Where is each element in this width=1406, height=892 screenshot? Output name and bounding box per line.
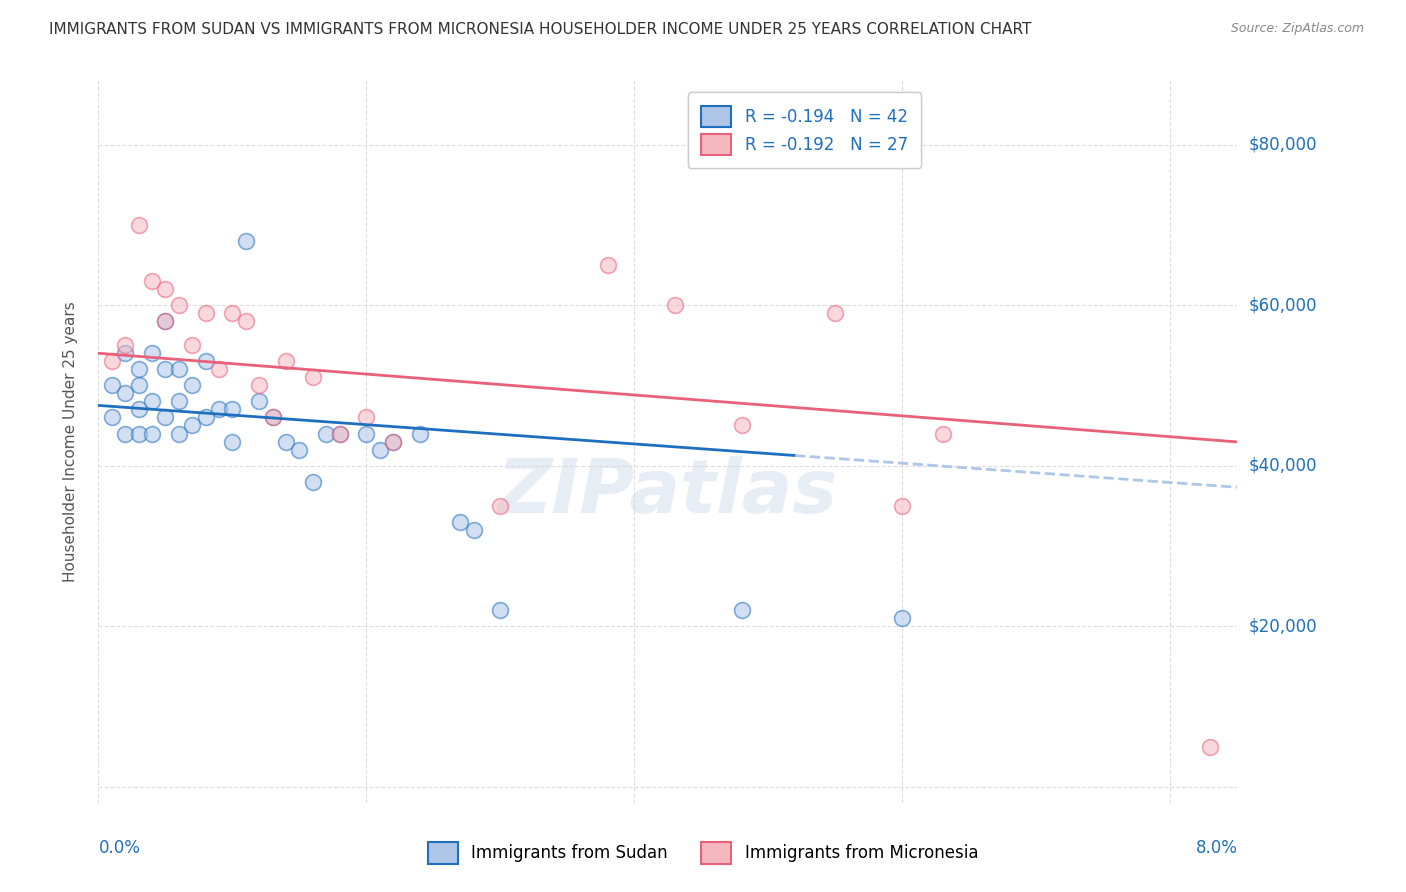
Point <box>114 338 136 352</box>
Point <box>356 410 378 425</box>
Point <box>155 410 177 425</box>
Point <box>101 354 124 368</box>
Legend: R = -0.194   N = 42, R = -0.192   N = 27: R = -0.194 N = 42, R = -0.192 N = 27 <box>688 92 921 169</box>
Point <box>235 234 257 248</box>
Point <box>114 386 136 401</box>
Point <box>247 378 270 392</box>
Point <box>301 370 323 384</box>
Point <box>181 338 204 352</box>
Point <box>891 611 914 625</box>
Y-axis label: Householder Income Under 25 years: Householder Income Under 25 years <box>63 301 77 582</box>
Text: Source: ZipAtlas.com: Source: ZipAtlas.com <box>1230 22 1364 36</box>
Point <box>247 394 270 409</box>
Point <box>329 426 352 441</box>
Point <box>194 354 217 368</box>
Point <box>101 378 124 392</box>
Point <box>262 410 284 425</box>
Point <box>449 515 471 529</box>
Text: 8.0%: 8.0% <box>1195 838 1237 857</box>
Point <box>155 314 177 328</box>
Point <box>368 442 391 457</box>
Point <box>141 394 163 409</box>
Point <box>181 378 204 392</box>
Point <box>167 362 190 376</box>
Point <box>730 418 752 433</box>
Point <box>141 274 163 288</box>
Point <box>235 314 257 328</box>
Point <box>730 603 752 617</box>
Text: ZIPatlas: ZIPatlas <box>498 456 838 529</box>
Point <box>463 523 485 537</box>
Point <box>208 362 231 376</box>
Point <box>128 378 150 392</box>
Point <box>208 402 231 417</box>
Point <box>114 426 136 441</box>
Point <box>167 394 190 409</box>
Point <box>128 218 150 232</box>
Point <box>141 346 163 360</box>
Point <box>489 499 512 513</box>
Point <box>489 603 512 617</box>
Point <box>114 346 136 360</box>
Point <box>409 426 432 441</box>
Point <box>221 434 243 449</box>
Point <box>596 258 619 272</box>
Point <box>128 426 150 441</box>
Text: 0.0%: 0.0% <box>98 838 141 857</box>
Point <box>101 410 124 425</box>
Point <box>664 298 686 312</box>
Legend: Immigrants from Sudan, Immigrants from Micronesia: Immigrants from Sudan, Immigrants from M… <box>422 836 984 871</box>
Point <box>315 426 337 441</box>
Point <box>141 426 163 441</box>
Point <box>288 442 311 457</box>
Point <box>382 434 405 449</box>
Point <box>155 282 177 296</box>
Point <box>128 402 150 417</box>
Point <box>382 434 405 449</box>
Point <box>194 410 217 425</box>
Text: $20,000: $20,000 <box>1249 617 1317 635</box>
Point <box>167 298 190 312</box>
Point <box>1199 739 1222 754</box>
Point <box>262 410 284 425</box>
Point <box>824 306 846 320</box>
Text: $40,000: $40,000 <box>1249 457 1317 475</box>
Point <box>891 499 914 513</box>
Point <box>128 362 150 376</box>
Point <box>221 402 243 417</box>
Point <box>155 362 177 376</box>
Text: IMMIGRANTS FROM SUDAN VS IMMIGRANTS FROM MICRONESIA HOUSEHOLDER INCOME UNDER 25 : IMMIGRANTS FROM SUDAN VS IMMIGRANTS FROM… <box>49 22 1032 37</box>
Point <box>931 426 953 441</box>
Text: $80,000: $80,000 <box>1249 136 1317 153</box>
Text: $60,000: $60,000 <box>1249 296 1317 314</box>
Point <box>155 314 177 328</box>
Point <box>274 434 297 449</box>
Point <box>221 306 243 320</box>
Point <box>194 306 217 320</box>
Point <box>274 354 297 368</box>
Point <box>181 418 204 433</box>
Point <box>301 475 323 489</box>
Point <box>356 426 378 441</box>
Point <box>329 426 352 441</box>
Point <box>167 426 190 441</box>
